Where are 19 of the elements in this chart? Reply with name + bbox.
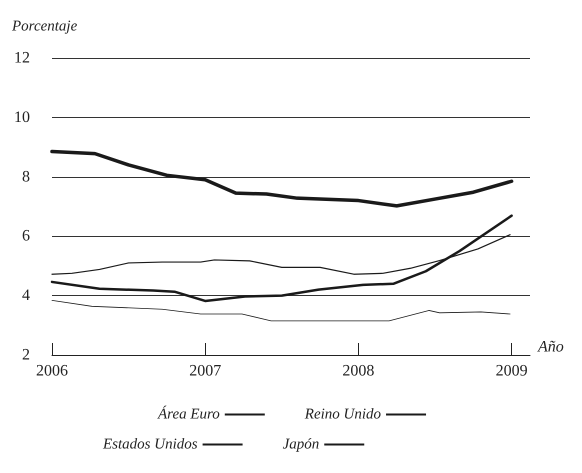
line-series [50, 150, 514, 208]
line-series [52, 300, 510, 322]
x-tick-label: 2007 [189, 362, 222, 380]
legend-label: Japón [282, 436, 320, 452]
x-axis-title: Año [537, 338, 564, 356]
y-tick-label: 12 [14, 50, 30, 66]
legend-label: Reino Unido [304, 406, 382, 422]
legend-label: Área Euro [157, 406, 220, 422]
y-tick-label: 4 [22, 287, 30, 304]
legend-label: Estados Unidos [102, 436, 198, 452]
y-axis-title: Porcentaje [11, 18, 78, 34]
x-tick-label: 2006 [36, 362, 68, 380]
y-tick-label: 6 [22, 228, 30, 245]
y-tick-label: 8 [22, 168, 30, 186]
x-tick-label: 2008 [342, 362, 374, 380]
y-tick-label: 10 [14, 108, 30, 126]
y-tick-label: 2 [22, 346, 30, 364]
x-tick-label: 2009 [496, 362, 528, 380]
line-series [50, 214, 513, 302]
